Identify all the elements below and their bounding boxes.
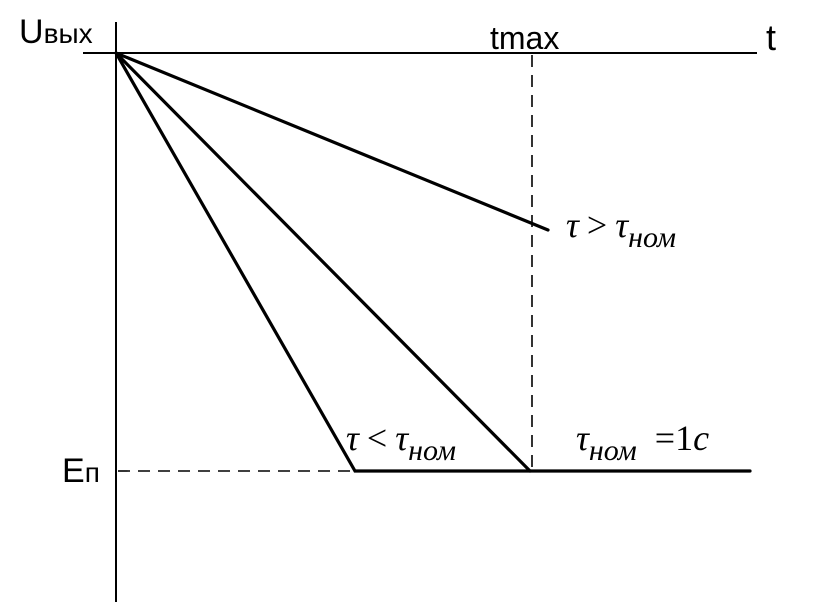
symbol: τ	[566, 205, 580, 245]
t-label: t	[766, 17, 776, 58]
subscript: ном	[628, 221, 676, 254]
ep-label-sub: п	[85, 457, 100, 488]
curve-fast	[114, 51, 752, 473]
relation: <	[367, 418, 387, 458]
equals: =1	[655, 418, 693, 458]
curve-label: τном =1c	[576, 418, 709, 467]
symbol: τ	[395, 418, 409, 458]
unit: c	[693, 418, 709, 458]
curve-nominal	[114, 51, 532, 473]
curve-label: τ > τном	[566, 205, 676, 254]
relation: >	[587, 205, 607, 245]
ep-label: Eп	[62, 452, 100, 490]
symbol: τ	[576, 418, 590, 458]
symbol: τ	[615, 205, 629, 245]
u-label-main: U	[19, 13, 44, 51]
subscript: ном	[408, 434, 456, 467]
symbol: τ	[346, 418, 360, 458]
curve-slow	[114, 51, 550, 232]
u-label-sub: вых	[44, 18, 93, 49]
curve-label: τ < τном	[346, 418, 456, 467]
tmax-label: tmax	[490, 20, 559, 56]
u-label: Uвых	[19, 13, 93, 51]
subscript: ном	[589, 434, 637, 467]
ep-label-main: E	[62, 452, 85, 490]
